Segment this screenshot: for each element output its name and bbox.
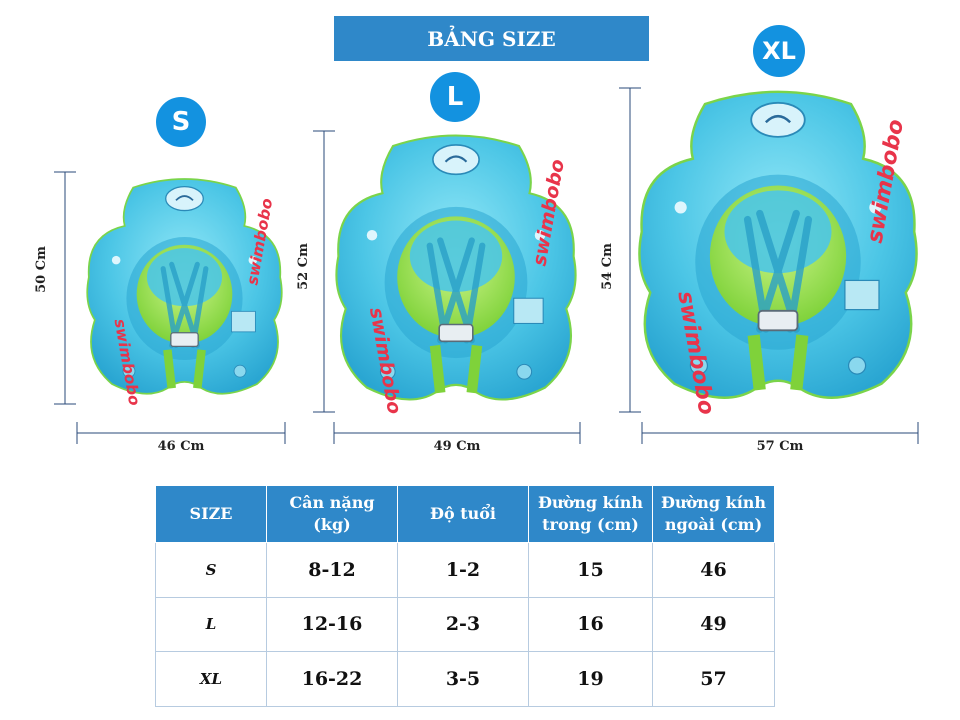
header-weight-text: Cân nặng (kg) bbox=[289, 493, 375, 534]
size-chart-title: BẢNG SIZE bbox=[334, 16, 649, 61]
header-size: SIZE bbox=[155, 485, 267, 543]
table-row: XL 16-22 3-5 19 57 bbox=[155, 651, 775, 707]
cell-inner-diameter: 19 bbox=[528, 651, 653, 707]
width-label-s: 46 Cm bbox=[157, 439, 205, 454]
size-badge-xl: XL bbox=[753, 25, 805, 77]
header-outer-diameter: Đường kính ngoài (cm) bbox=[652, 485, 775, 543]
cell-age: 1-2 bbox=[397, 542, 529, 598]
cell-size: L bbox=[155, 596, 267, 653]
cell-outer-diameter: 46 bbox=[652, 542, 775, 598]
swim-float-s-image bbox=[82, 170, 287, 410]
cell-inner-diameter: 16 bbox=[528, 596, 653, 653]
cell-weight: 16-22 bbox=[266, 651, 398, 707]
cell-age: 2-3 bbox=[397, 596, 529, 653]
cell-outer-diameter: 57 bbox=[652, 651, 775, 707]
width-label-xl: 57 Cm bbox=[756, 439, 804, 454]
cell-age: 3-5 bbox=[397, 651, 529, 707]
table-row: L 12-16 2-3 16 49 bbox=[155, 596, 775, 653]
size-badge-l: L bbox=[430, 72, 480, 122]
width-label-l: 49 Cm bbox=[433, 439, 481, 454]
header-inner-diameter: Đường kính trong (cm) bbox=[528, 485, 653, 543]
swim-float-l-image bbox=[330, 128, 582, 416]
header-age: Độ tuổi bbox=[397, 485, 529, 543]
header-outer-diameter-text: Đường kính ngoài (cm) bbox=[660, 493, 767, 534]
header-weight: Cân nặng (kg) bbox=[266, 485, 398, 543]
cell-size: S bbox=[155, 542, 267, 598]
cell-weight: 8-12 bbox=[266, 542, 398, 598]
table-row: S 8-12 1-2 15 46 bbox=[155, 542, 775, 598]
cell-inner-diameter: 15 bbox=[528, 542, 653, 598]
dimension-lines bbox=[54, 87, 919, 444]
height-label-s: 50 Cm bbox=[33, 246, 49, 293]
swim-float-xl-image bbox=[632, 85, 924, 415]
header-inner-diameter-text: Đường kính trong (cm) bbox=[537, 493, 644, 534]
cell-size: XL bbox=[155, 651, 267, 707]
cell-outer-diameter: 49 bbox=[652, 596, 775, 653]
height-label-xl: 54 Cm bbox=[599, 243, 615, 290]
size-table: SIZE Cân nặng (kg) Độ tuổi Đường kính tr… bbox=[155, 485, 775, 707]
table-header-row: SIZE Cân nặng (kg) Độ tuổi Đường kính tr… bbox=[155, 485, 775, 543]
cell-weight: 12-16 bbox=[266, 596, 398, 653]
size-badge-s: S bbox=[156, 97, 206, 147]
height-label-l: 52 Cm bbox=[295, 243, 311, 290]
